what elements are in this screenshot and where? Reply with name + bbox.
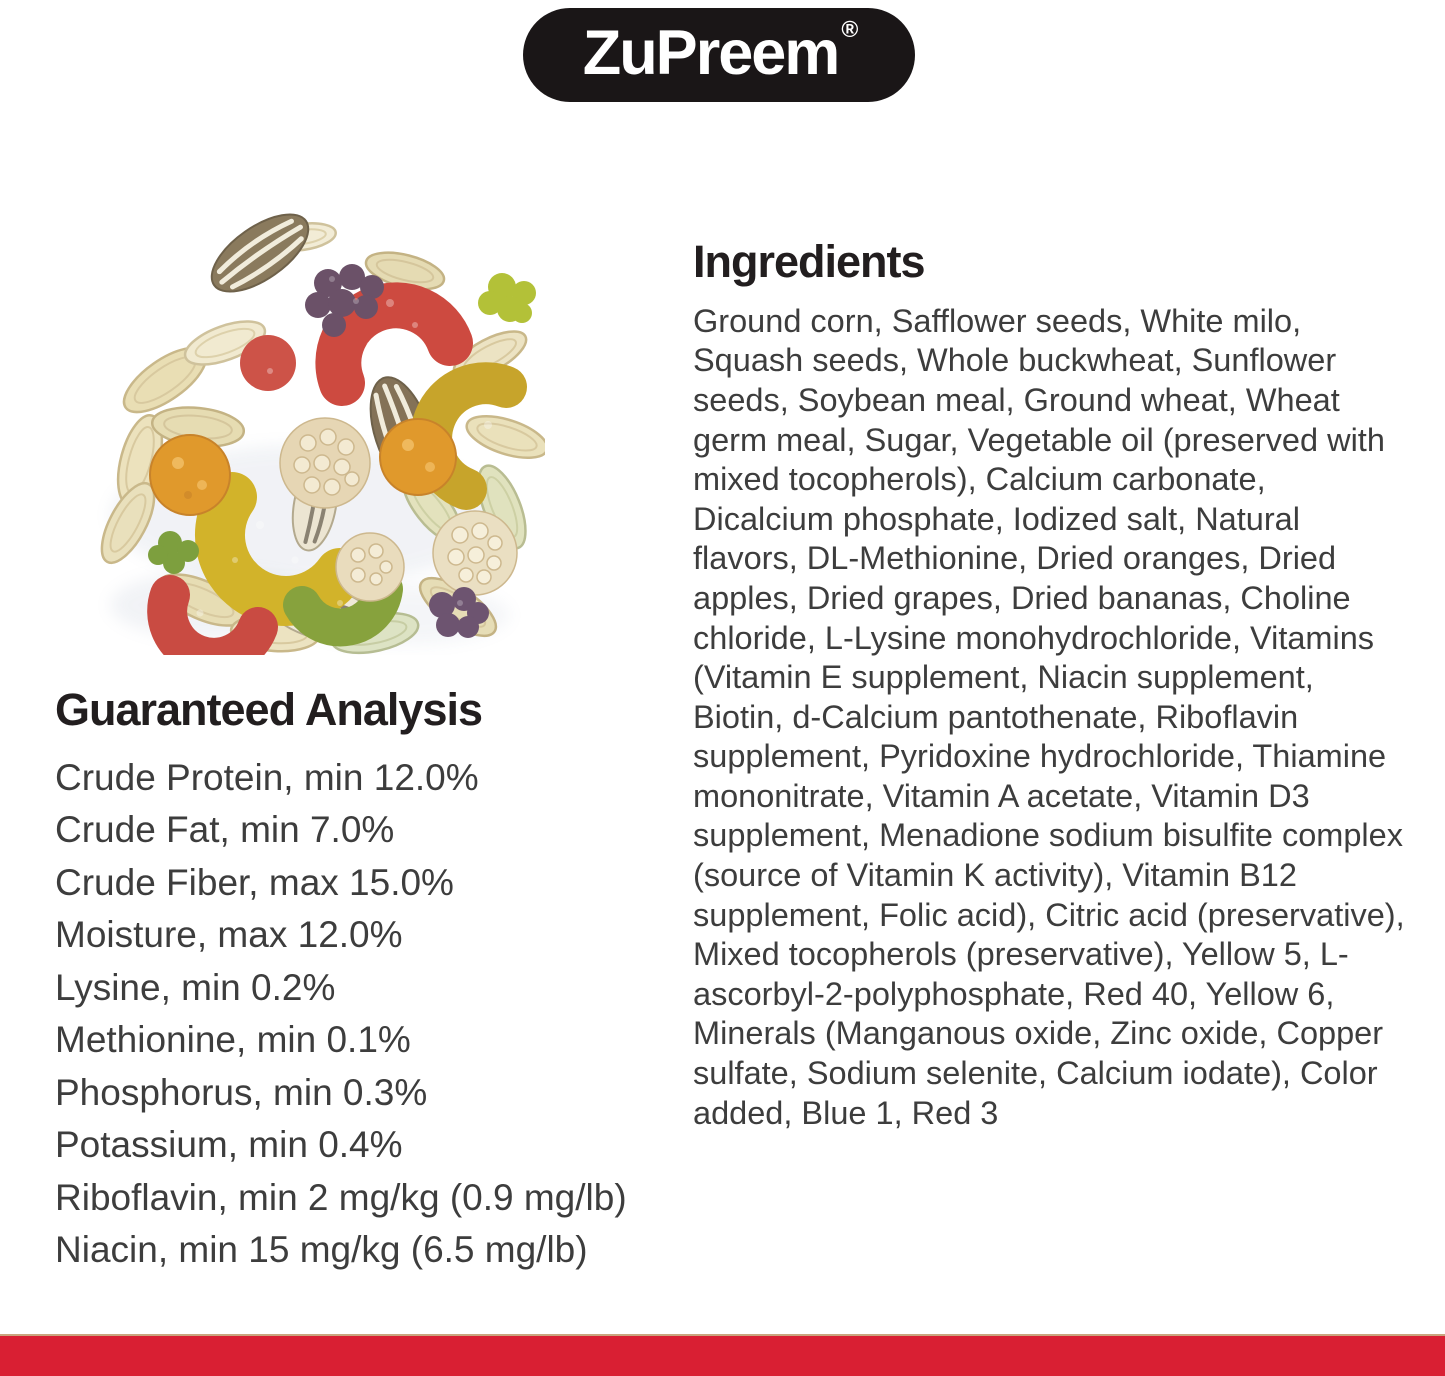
registered-trademark-icon: ® [841,15,859,42]
bottom-accent-band [0,1334,1445,1376]
guaranteed-analysis-item: Niacin, min 15 mg/kg (6.5 mg/lb) [55,1229,588,1271]
guaranteed-analysis-item: Riboflavin, min 2 mg/kg (0.9 mg/lb) [55,1176,627,1218]
guaranteed-analysis-list: Crude Protein, min 12.0% Crude Fat, min … [55,752,675,1277]
guaranteed-analysis-title: Guaranteed Analysis [55,684,483,735]
guaranteed-analysis-item: Potassium, min 0.4% [55,1124,403,1166]
ingredients-text: Ground corn, Safflower seeds, White milo… [693,302,1405,1131]
guaranteed-analysis-section: Guaranteed Analysis Crude Protein, min 1… [55,684,675,1277]
guaranteed-analysis-item: Methionine, min 0.1% [55,1019,411,1061]
guaranteed-analysis-item: Moisture, max 12.0% [55,914,403,956]
seed-mix-photo [70,175,549,678]
seed-mix-illustration [100,213,549,678]
ingredients-title: Ingredients [693,236,926,287]
guaranteed-analysis-item: Crude Protein, min 12.0% [55,756,479,798]
guaranteed-analysis-item: Crude Fiber, max 15.0% [55,861,454,903]
guaranteed-analysis-item: Phosphorus, min 0.3% [55,1071,428,1113]
brand-logo-text: ZuPreem [582,17,841,88]
ingredients-section: Ingredients Ground corn, Safflower seeds… [693,236,1415,1133]
brand-logo: ZuPreem ® [523,8,915,102]
guaranteed-analysis-item: Lysine, min 0.2% [55,966,336,1008]
guaranteed-analysis-item: Crude Fat, min 7.0% [55,809,395,851]
